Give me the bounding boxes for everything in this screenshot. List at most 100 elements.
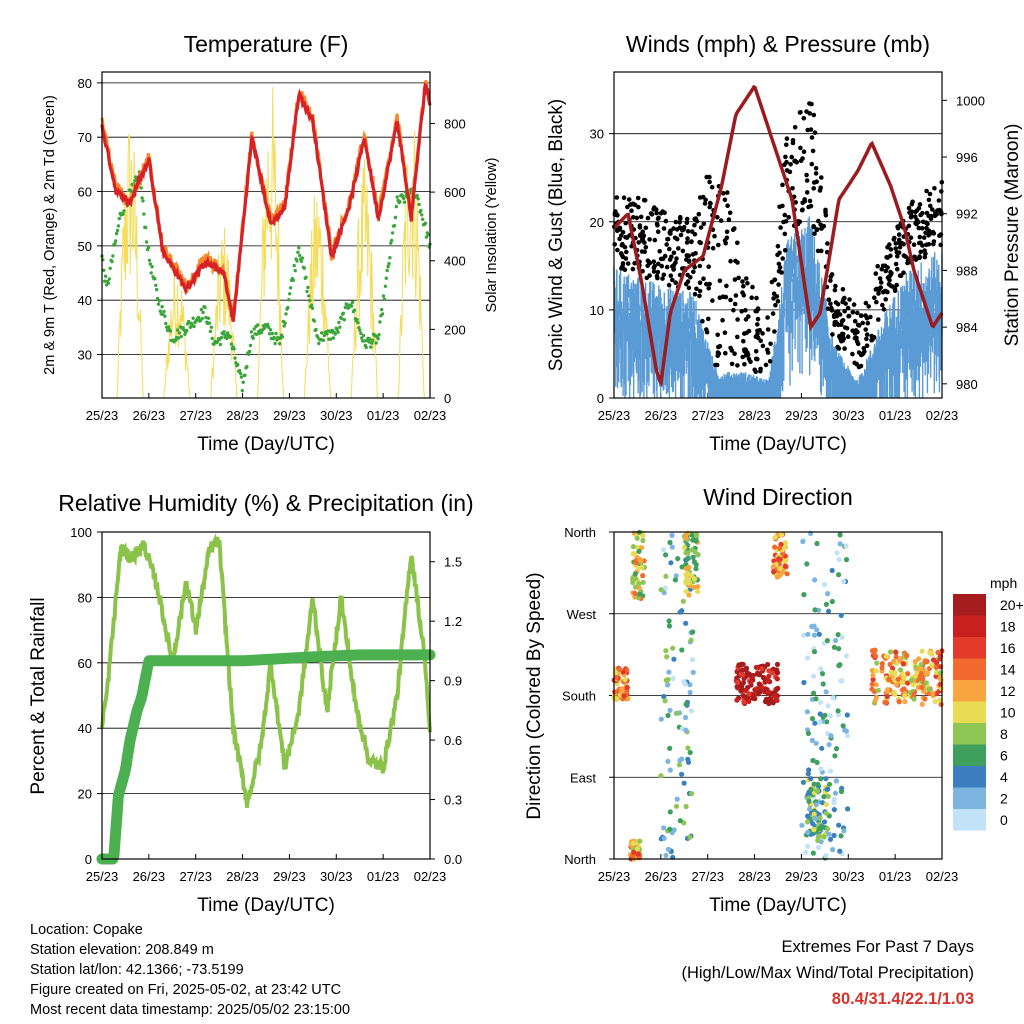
legend-swatch <box>953 637 986 659</box>
direction-point <box>673 573 679 579</box>
gust-point <box>801 116 807 121</box>
gust-point <box>750 284 755 290</box>
direction-point <box>813 696 819 702</box>
gust-point <box>842 308 847 314</box>
gust-point <box>643 225 649 231</box>
dewpoint-point <box>245 364 249 369</box>
dewpoint-point <box>345 302 349 307</box>
dewpoint-point <box>210 336 214 341</box>
dewpoint-point <box>103 274 108 278</box>
direction-point <box>926 686 932 693</box>
legend-label: 10 <box>1000 705 1016 721</box>
dewpoint-point <box>360 336 364 340</box>
gust-point <box>728 258 733 264</box>
dewpoint-point <box>155 287 159 292</box>
dewpoint-point <box>192 324 196 329</box>
gust-point <box>724 283 729 289</box>
legend-label: 20+ <box>1000 597 1024 613</box>
y-tick-label: West <box>567 607 597 622</box>
x-tick-label: 25/23 <box>598 408 631 423</box>
gust-point <box>755 335 761 341</box>
direction-point <box>902 693 908 699</box>
direction-point <box>667 809 673 815</box>
gust-point <box>732 351 737 357</box>
direction-point <box>770 564 777 570</box>
x-tick-label: 02/23 <box>414 869 447 884</box>
dewpoint-point <box>267 325 271 330</box>
dewpoint-point <box>196 315 201 320</box>
direction-point <box>736 662 742 668</box>
direction-point <box>818 666 824 672</box>
gust-point <box>743 308 748 313</box>
direction-point <box>805 813 811 819</box>
direction-point <box>830 695 836 701</box>
direction-point <box>684 531 690 537</box>
gust-point <box>802 199 807 204</box>
dewpoint-point <box>255 332 259 336</box>
gust-point <box>697 263 703 269</box>
legend-swatch <box>953 723 986 745</box>
gust-point <box>888 247 894 252</box>
dewpoint-point <box>306 285 310 290</box>
direction-point <box>893 654 899 660</box>
gust-point <box>680 248 686 254</box>
gust-point <box>926 197 932 203</box>
gust-point <box>919 226 925 231</box>
direction-point <box>814 788 821 794</box>
direction-point <box>840 723 846 729</box>
gust-point <box>718 218 724 223</box>
y2-tick-label: 992 <box>956 207 978 222</box>
direction-point <box>743 688 749 694</box>
dewpoint-point <box>284 312 288 316</box>
direction-point <box>667 745 673 752</box>
gust-point <box>939 189 944 194</box>
direction-point <box>804 655 811 661</box>
y-tick-label: 20 <box>590 215 604 230</box>
direction-point <box>827 836 834 842</box>
y2-tick-label: 1.2 <box>444 614 462 629</box>
direction-point <box>896 699 902 705</box>
gust-point <box>733 293 739 298</box>
x-axis-label: Time (Day/UTC) <box>197 895 335 916</box>
gust-point <box>745 281 750 286</box>
direction-point <box>812 607 818 613</box>
gust-point <box>641 233 647 238</box>
gust-point <box>840 287 846 292</box>
direction-point <box>661 825 667 831</box>
gust-point <box>763 362 769 368</box>
gust-point <box>673 280 678 286</box>
gust-point <box>670 264 675 269</box>
direction-point <box>843 728 850 734</box>
direction-point <box>756 672 763 678</box>
gust-point <box>812 231 817 236</box>
gust-point <box>883 268 889 274</box>
direction-point <box>812 720 818 726</box>
gust-point <box>652 237 658 243</box>
dewpoint-point <box>310 306 315 310</box>
gust-point <box>664 264 670 270</box>
gust-point <box>641 197 647 203</box>
gust-point <box>697 293 702 299</box>
station-latlon: Station lat/lon: 42.1366; -73.5199 <box>30 962 244 978</box>
gust-point <box>642 249 647 255</box>
x-tick-label: 27/23 <box>179 869 212 884</box>
direction-point <box>630 575 636 581</box>
dewpoint-point <box>333 332 337 336</box>
x-tick-label: 30/23 <box>320 408 353 423</box>
dewpoint-point <box>203 305 207 310</box>
legend-swatch <box>953 787 986 809</box>
dewpoint-point <box>280 335 285 339</box>
direction-point <box>920 676 926 682</box>
gust-point <box>864 343 870 349</box>
direction-point <box>832 790 839 796</box>
direction-point <box>910 682 916 688</box>
gust-point <box>704 174 709 180</box>
direction-point <box>843 653 849 659</box>
gust-point <box>749 295 754 301</box>
gust-point <box>661 226 667 231</box>
recent-data-timestamp: Most recent data timestamp: 2025/05/02 2… <box>30 1002 351 1018</box>
gust-point <box>620 230 626 235</box>
direction-point <box>869 681 875 687</box>
gust-point <box>809 135 815 140</box>
gust-point <box>894 250 900 255</box>
